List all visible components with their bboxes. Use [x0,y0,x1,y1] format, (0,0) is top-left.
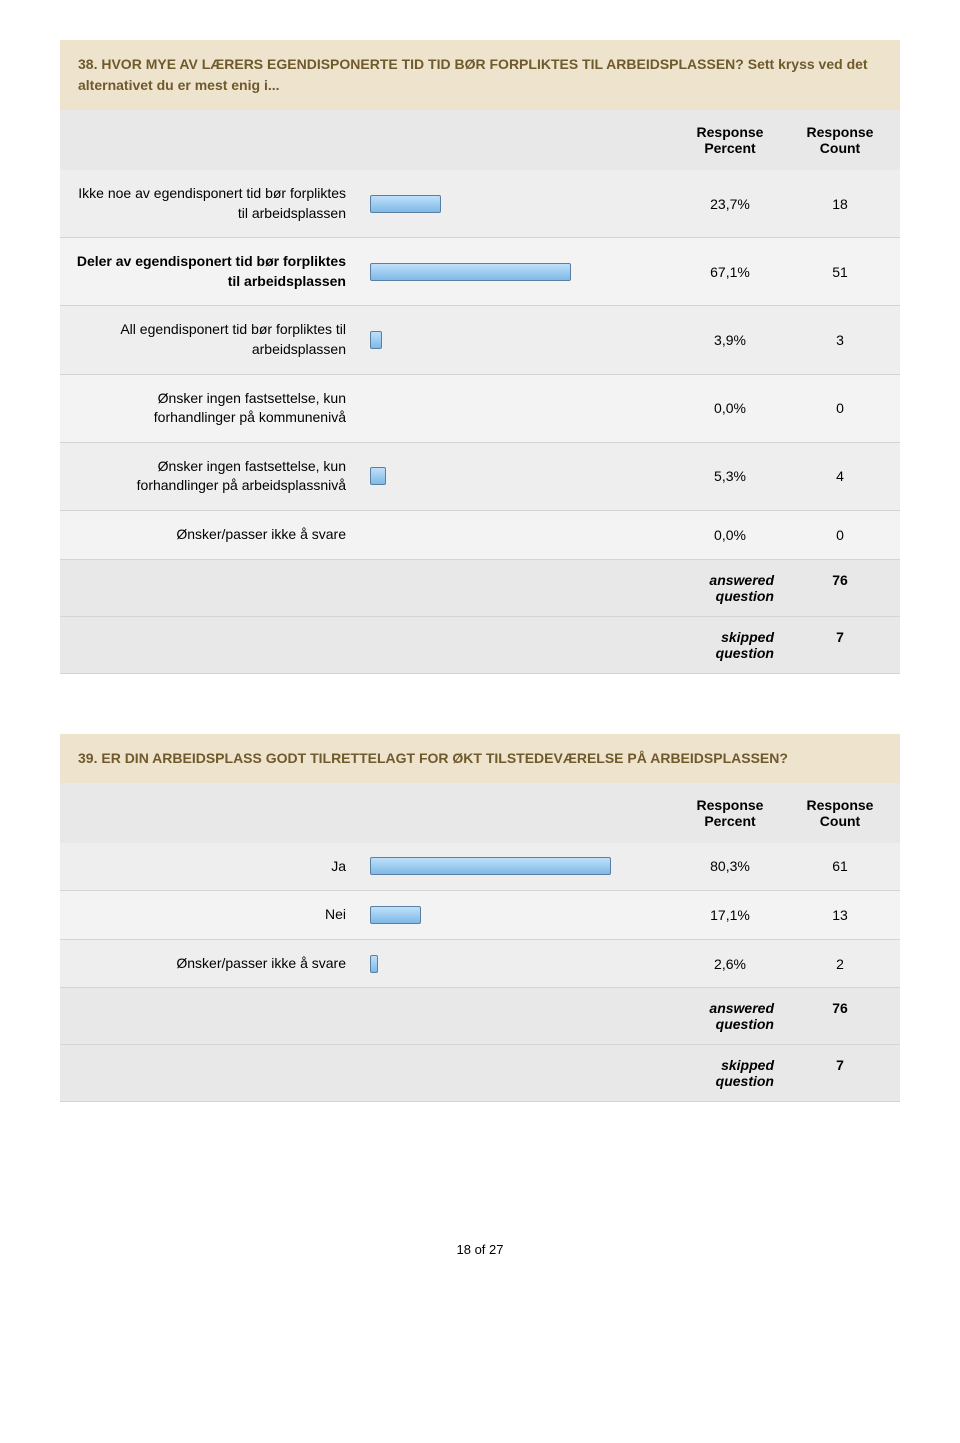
table-row: Ja 80,3%61 [60,843,900,892]
row-percent: 23,7% [680,196,780,212]
skipped-label: skipped question [680,1057,780,1089]
answered-row: answered question 76 [60,988,900,1045]
row-count: 13 [780,907,900,923]
header-percent: Response Percent [680,797,780,829]
row-label: All egendisponert tid bør forpliktes til… [60,320,360,359]
row-percent: 17,1% [680,907,780,923]
bar-cell [360,467,680,485]
q39-rows: Ja 80,3%61 Nei 17,1%13 Ønsker/passer ikke å … [60,843,900,989]
table-header: Response Percent Response Count [60,110,900,170]
bar-cell [360,263,680,281]
bar-fill [370,263,571,281]
bar-fill [370,906,421,924]
table-row: Ikke noe av egendisponert tid bør forpli… [60,170,900,238]
table-header: Response Percent Response Count [60,783,900,843]
answered-label: answered question [680,572,780,604]
bar-cell [360,955,680,973]
question-39-title: 39. ER DIN ARBEIDSPLASS GODT TILRETTELAG… [60,734,900,783]
page-number: 18 of 27 [60,1242,900,1257]
row-label: Nei [60,905,360,925]
row-percent: 67,1% [680,264,780,280]
row-count: 51 [780,264,900,280]
skipped-row: skipped question 7 [60,617,900,674]
question-38-title: 38. HVOR MYE AV LÆRERS EGENDISPONERTE TI… [60,40,900,110]
answered-row: answered question 76 [60,560,900,617]
table-row: All egendisponert tid bør forpliktes til… [60,306,900,374]
table-row: Ønsker ingen fastsettelse, kun forhandli… [60,443,900,511]
row-percent: 0,0% [680,400,780,416]
row-label: Deler av egendisponert tid bør forplikte… [60,252,360,291]
row-label: Ønsker/passer ikke å svare [60,954,360,974]
row-count: 18 [780,196,900,212]
bar-cell [360,331,680,349]
table-row: Deler av egendisponert tid bør forplikte… [60,238,900,306]
row-count: 61 [780,858,900,874]
row-label: Ønsker ingen fastsettelse, kun forhandli… [60,457,360,496]
row-count: 4 [780,468,900,484]
bar-fill [370,955,378,973]
bar-fill [370,857,611,875]
row-percent: 3,9% [680,332,780,348]
row-percent: 5,3% [680,468,780,484]
header-percent: Response Percent [680,124,780,156]
row-label: Ja [60,857,360,877]
skipped-value: 7 [780,1057,900,1089]
row-count: 0 [780,527,900,543]
bar-fill [370,331,382,349]
row-label: Ønsker ingen fastsettelse, kun forhandli… [60,389,360,428]
header-count: Response Count [780,124,900,156]
table-row: Ønsker ingen fastsettelse, kun forhandli… [60,375,900,443]
answered-value: 76 [780,572,900,604]
row-count: 0 [780,400,900,416]
q38-rows: Ikke noe av egendisponert tid bør forpli… [60,170,900,560]
row-label: Ønsker/passer ikke å svare [60,525,360,545]
row-count: 2 [780,956,900,972]
question-38: 38. HVOR MYE AV LÆRERS EGENDISPONERTE TI… [60,40,900,674]
bar-cell [360,526,680,544]
answered-value: 76 [780,1000,900,1032]
answered-label: answered question [680,1000,780,1032]
row-percent: 2,6% [680,956,780,972]
row-percent: 80,3% [680,858,780,874]
question-39: 39. ER DIN ARBEIDSPLASS GODT TILRETTELAG… [60,734,900,1103]
bar-fill [370,195,441,213]
table-row: Nei 17,1%13 [60,891,900,940]
bar-cell [360,906,680,924]
skipped-value: 7 [780,629,900,661]
table-row: Ønsker/passer ikke å svare 0,0%0 [60,511,900,560]
skipped-label: skipped question [680,629,780,661]
row-label: Ikke noe av egendisponert tid bør forpli… [60,184,360,223]
table-row: Ønsker/passer ikke å svare 2,6%2 [60,940,900,989]
bar-cell [360,857,680,875]
bar-cell [360,399,680,417]
bar-fill [370,467,386,485]
bar-cell [360,195,680,213]
header-count: Response Count [780,797,900,829]
row-count: 3 [780,332,900,348]
row-percent: 0,0% [680,527,780,543]
skipped-row: skipped question 7 [60,1045,900,1102]
